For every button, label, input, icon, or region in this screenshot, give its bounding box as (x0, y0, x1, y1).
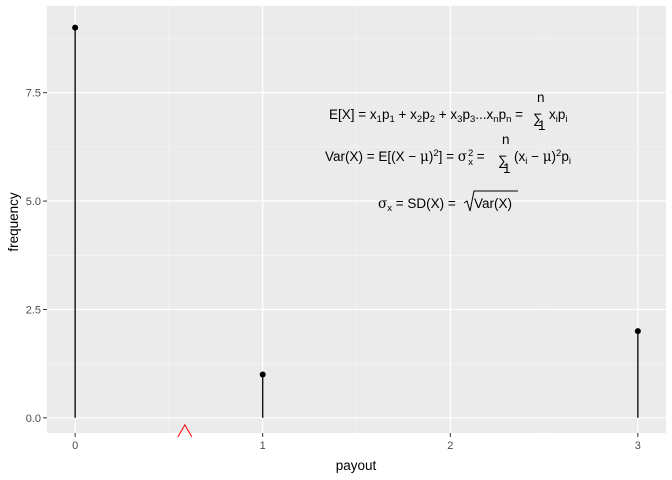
expected-value-sigma-lower: 1 (538, 118, 546, 133)
standard-deviation-formula: σx = SD(X) = (378, 196, 456, 214)
minor-grid (47, 6, 666, 433)
triangle-marker (177, 423, 193, 438)
data-points (72, 24, 641, 378)
expected-value-sigma: ∑ (533, 111, 543, 126)
x-axis-title: payout (336, 458, 377, 473)
x-tick-label: 0 (72, 440, 78, 452)
variance-sigma-lower: 1 (503, 161, 511, 176)
y-tick-label: 0.0 (26, 413, 41, 425)
stems (74, 27, 639, 418)
x-tick-label: 2 (447, 440, 453, 452)
axis-ticks (43, 92, 639, 437)
x-tick-label: 1 (260, 440, 266, 452)
y-tick-label: 5.0 (26, 196, 41, 208)
y-tick-label: 7.5 (26, 88, 41, 100)
variance-formula: Var(X) = E[(X − μ)2] = σ2 x = (325, 148, 485, 168)
variance-sigma-upper: n (502, 132, 510, 147)
y-axis-title: frequency (6, 192, 21, 252)
data-point (72, 24, 79, 31)
data-point (634, 328, 641, 335)
x-tick-label: 3 (635, 440, 641, 452)
expected-value-sigma-upper: n (537, 90, 545, 105)
sqrt-sign (463, 190, 518, 212)
variance-sigma: ∑ (498, 153, 508, 168)
data-point (259, 371, 266, 378)
red-triangle-marker (177, 423, 193, 438)
standard-deviation-radicand: Var(X) (474, 196, 512, 211)
y-tick-label: 2.5 (26, 304, 41, 316)
expected-value-sum-term: xipi (549, 107, 568, 125)
